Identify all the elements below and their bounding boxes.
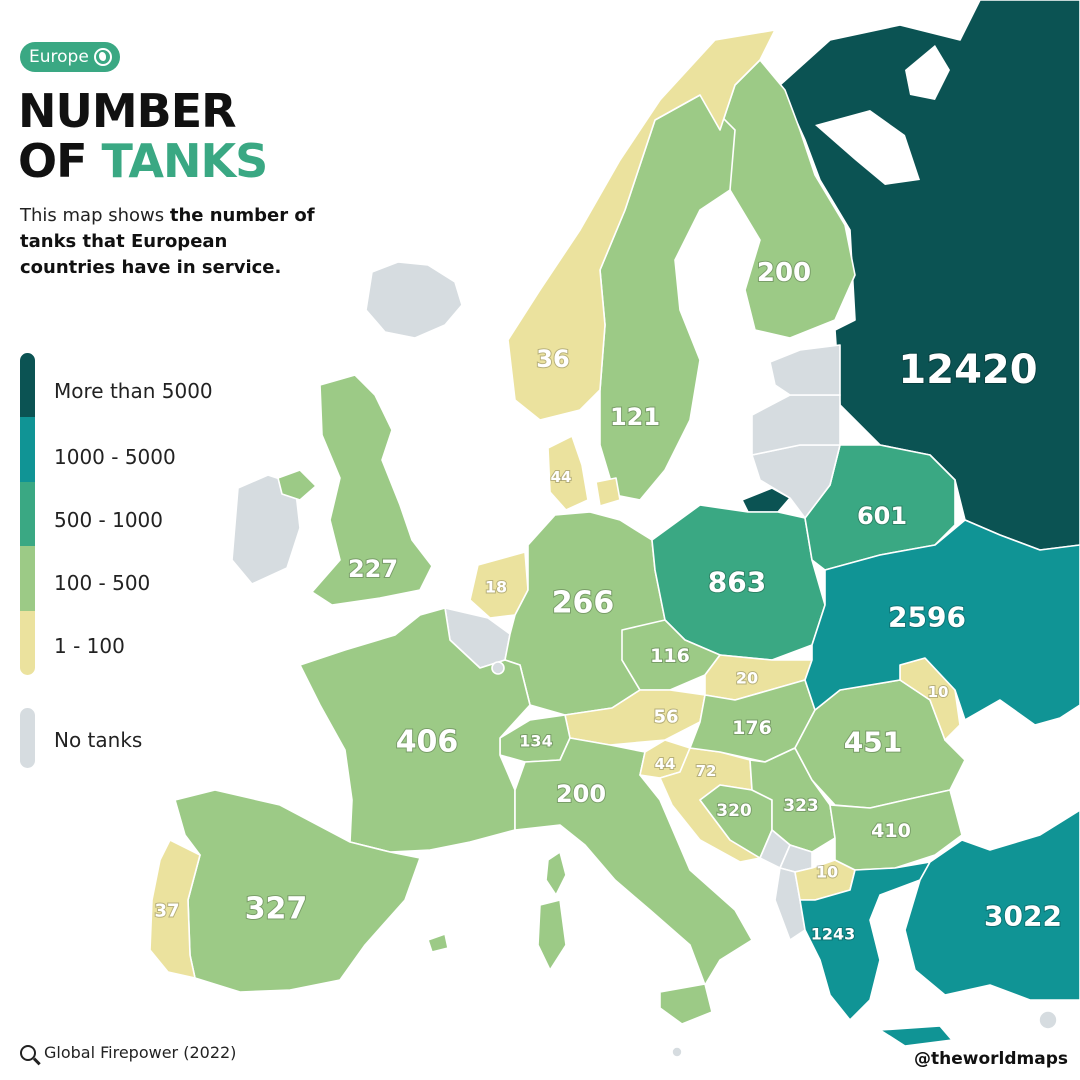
source-text: Global Firepower (2022) bbox=[44, 1043, 237, 1062]
subtitle-bold: the number of tanks that European countr… bbox=[20, 205, 315, 278]
value-label-russia: 12420 bbox=[898, 347, 1037, 393]
value-label-hungary: 176 bbox=[732, 717, 772, 739]
author-credit: @theworldmaps bbox=[914, 1049, 1068, 1069]
value-label-romania: 451 bbox=[844, 726, 902, 759]
country-malta[interactable] bbox=[671, 1046, 683, 1058]
country-united-kingdom-ni bbox=[277, 469, 317, 501]
value-label-austria: 56 bbox=[653, 707, 678, 728]
page-title: NUMBER OF TANKS bbox=[18, 84, 269, 188]
country-france[interactable] bbox=[299, 607, 531, 853]
legend-swatch-4 bbox=[20, 610, 35, 675]
country-greece[interactable] bbox=[799, 861, 931, 1021]
legend-swatch-0 bbox=[20, 353, 35, 418]
value-label-greece: 1243 bbox=[811, 925, 856, 944]
country-greece-crete bbox=[879, 1025, 953, 1047]
value-label-croatia: 72 bbox=[696, 762, 717, 780]
legend-label-3: 100 - 500 bbox=[54, 571, 151, 595]
value-label-turkey: 3022 bbox=[984, 900, 1062, 933]
value-label-serbia: 323 bbox=[783, 796, 819, 816]
country-portugal[interactable] bbox=[149, 839, 201, 979]
value-label-ukraine: 2596 bbox=[888, 601, 966, 634]
value-label-united-kingdom: 227 bbox=[348, 555, 398, 583]
globe-icon bbox=[93, 48, 112, 66]
legend-label-0: More than 5000 bbox=[54, 379, 213, 403]
country-bulgaria[interactable] bbox=[829, 789, 963, 871]
country-finland[interactable] bbox=[719, 59, 856, 339]
title-line-2-accent: TANKS bbox=[101, 134, 269, 188]
value-label-poland: 863 bbox=[708, 566, 766, 599]
country-ukraine[interactable] bbox=[804, 519, 1080, 726]
legend-swatch-2 bbox=[20, 481, 35, 547]
value-label-finland: 200 bbox=[757, 258, 811, 288]
value-label-portugal: 37 bbox=[154, 901, 179, 922]
country-serbia[interactable] bbox=[749, 747, 836, 853]
region-badge-label: Europe bbox=[29, 47, 89, 67]
value-label-netherlands: 18 bbox=[485, 578, 507, 597]
country-turkey[interactable] bbox=[904, 809, 1080, 1001]
country-cyprus[interactable] bbox=[1038, 1010, 1058, 1030]
country-estonia[interactable] bbox=[769, 344, 841, 396]
value-label-slovakia: 20 bbox=[736, 669, 758, 688]
value-label-france: 406 bbox=[396, 725, 459, 760]
country-france-corsica bbox=[545, 851, 567, 896]
search-icon bbox=[20, 1044, 36, 1061]
map-value-labels: 12420 3022 2596 1243 863 601 451 410 406 327 323 32… bbox=[153, 257, 1063, 945]
value-label-bosnia-and-herzegovina: 320 bbox=[716, 801, 752, 821]
legend-no-data-swatch bbox=[20, 708, 35, 768]
value-label-germany: 266 bbox=[552, 586, 615, 621]
value-label-moldova: 10 bbox=[928, 683, 949, 701]
country-italy[interactable] bbox=[514, 737, 753, 986]
map-subtitle: This map shows the number of tanks that … bbox=[20, 203, 320, 281]
country-denmark[interactable] bbox=[547, 435, 589, 511]
legend-label-4: 1 - 100 bbox=[54, 634, 125, 658]
country-denmark-island bbox=[595, 477, 621, 507]
legend-label-2: 500 - 1000 bbox=[54, 508, 164, 532]
country-ireland[interactable] bbox=[231, 474, 301, 585]
title-line-2-prefix: OF bbox=[18, 134, 102, 188]
value-label-bulgaria: 410 bbox=[871, 820, 911, 842]
country-united-kingdom[interactable] bbox=[311, 374, 433, 606]
legend-no-data-label: No tanks bbox=[54, 728, 143, 752]
country-spain-balearic bbox=[427, 933, 449, 953]
value-label-belarus: 601 bbox=[857, 502, 907, 530]
value-label-spain: 327 bbox=[245, 892, 308, 927]
source-attribution: Global Firepower (2022) bbox=[20, 1043, 236, 1062]
value-label-slovenia: 44 bbox=[655, 755, 676, 773]
legend-color-bar bbox=[20, 353, 35, 675]
country-iceland[interactable] bbox=[365, 261, 463, 339]
country-luxembourg[interactable] bbox=[491, 661, 505, 675]
country-norway[interactable] bbox=[507, 29, 776, 421]
legend-swatch-3 bbox=[20, 546, 35, 611]
legend-label-1: 1000 - 5000 bbox=[54, 445, 176, 469]
legend-swatch-1 bbox=[20, 417, 35, 482]
country-sweden[interactable] bbox=[599, 94, 736, 501]
value-label-norway: 36 bbox=[536, 345, 569, 373]
value-label-north-macedonia: 10 bbox=[816, 863, 838, 882]
value-label-switzerland: 134 bbox=[519, 732, 552, 751]
subtitle-plain: This map shows bbox=[20, 205, 170, 226]
value-label-sweden: 121 bbox=[610, 403, 660, 431]
title-line-1: NUMBER bbox=[18, 84, 237, 138]
value-label-czechia: 116 bbox=[650, 645, 690, 667]
region-badge: Europe bbox=[20, 42, 120, 72]
value-label-italy: 200 bbox=[556, 780, 606, 808]
country-italy-sicily bbox=[659, 983, 713, 1025]
country-italy-sardinia bbox=[537, 899, 567, 971]
value-label-denmark: 44 bbox=[551, 468, 572, 486]
country-russia-kaliningrad bbox=[741, 487, 791, 513]
